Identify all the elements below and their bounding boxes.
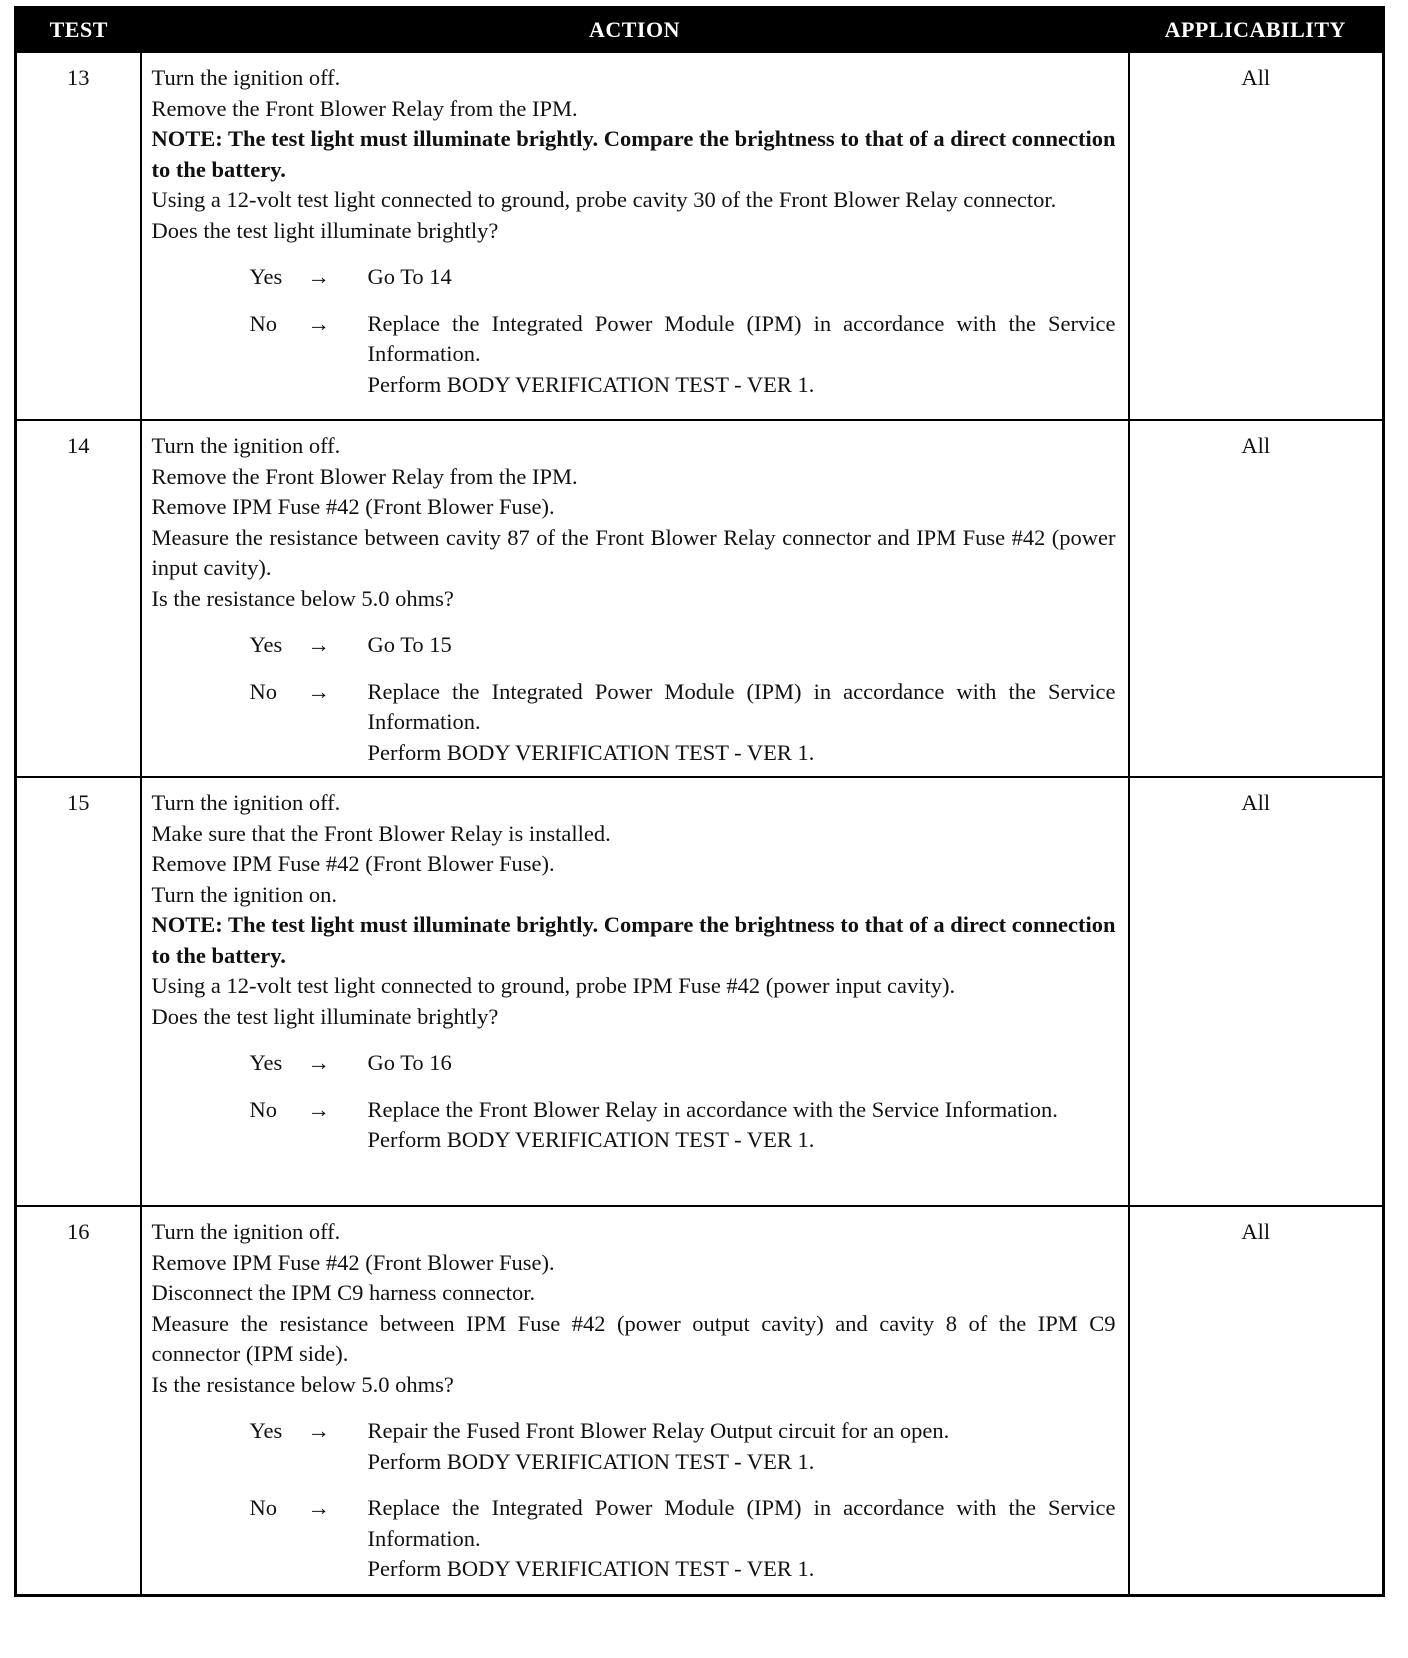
no-outcome: No → Replace the Integrated Power Module (…	[152, 1493, 1116, 1585]
arrow-icon: →	[307, 678, 331, 704]
step-text: Remove the Front Blower Relay from the I…	[151, 95, 578, 121]
arrow-icon: →	[307, 1495, 331, 1520]
arrow-icon: →	[307, 310, 331, 336]
step-text: Make sure that the Front Blower Relay is…	[151, 820, 611, 846]
step-text: Using a 12-volt test light connected to …	[151, 973, 956, 998]
applicability: All	[1127, 51, 1385, 421]
table-header: TEST ACTION APPLICABILITY	[15, 7, 1384, 52]
header-test: TEST	[15, 7, 141, 52]
applicability: All	[1127, 419, 1385, 778]
arrow-icon: →	[307, 1096, 331, 1122]
no-outcome: No → Replace the Integrated Power Module (…	[152, 309, 1116, 401]
yes-label: Yes	[249, 1418, 283, 1443]
no-result: Replace the Front Blower Relay in accord…	[368, 1095, 1116, 1156]
no-outcome: No → Replace the Front Blower Relay in acc…	[152, 1095, 1116, 1156]
yes-outcome: Yes → Repair the Fused Front Blower Relay …	[152, 1416, 1116, 1477]
arrow-icon: →	[307, 1418, 331, 1443]
header-action: ACTION	[140, 7, 1129, 52]
action-cell: Turn the ignition off. Remove the Front B…	[139, 51, 1130, 421]
step-text: Turn the ignition on.	[151, 881, 337, 907]
result-line: Replace the Front Blower Relay in accord…	[367, 1096, 1058, 1122]
step-text: Turn the ignition off.	[151, 1219, 341, 1244]
action-cell: Turn the ignition off. Remove IPM Fuse #4…	[139, 1205, 1130, 1596]
yes-label: Yes	[249, 264, 283, 289]
result-line: Perform BODY VERIFICATION TEST - VER 1.	[367, 1448, 815, 1474]
table-row: 15 Turn the ignition off. Make sure that t…	[14, 776, 1385, 1207]
result-line: Replace the Integrated Power Module (IPM…	[367, 678, 1116, 735]
step-text: Does the test light illuminate brightly?	[151, 217, 499, 243]
yes-result: Go To 16	[368, 1048, 1116, 1079]
step-text: Using a 12-volt test light connected to …	[151, 187, 1057, 212]
result-line: Perform BODY VERIFICATION TEST - VER 1.	[367, 371, 815, 397]
step-text: Does the test light illuminate brightly?	[151, 1003, 499, 1029]
result-line: Replace the Integrated Power Module (IPM…	[367, 310, 1116, 367]
note-text: NOTE: The test light must illuminate bri…	[151, 912, 1116, 968]
yes-result: Go To 14	[368, 262, 1116, 293]
action-cell: Turn the ignition off. Make sure that the…	[139, 776, 1130, 1207]
applicability: All	[1127, 1205, 1385, 1596]
test-number: 13	[14, 51, 142, 421]
step-text: Turn the ignition off.	[151, 433, 341, 458]
arrow-icon: →	[307, 264, 331, 289]
step-text: Turn the ignition off.	[151, 65, 341, 90]
no-outcome: No → Replace the Integrated Power Module (…	[152, 677, 1116, 769]
arrow-icon: →	[307, 632, 331, 657]
test-number: 15	[14, 776, 142, 1207]
diagnostic-test-table: TEST ACTION APPLICABILITY 13 Turn the ign…	[14, 6, 1385, 1597]
table-row: 16 Turn the ignition off. Remove IPM Fuse …	[14, 1205, 1385, 1596]
table-row: 14 Turn the ignition off. Remove the Front…	[14, 419, 1385, 778]
arrow-icon: →	[307, 1050, 331, 1075]
result-line: Perform BODY VERIFICATION TEST - VER 1.	[367, 739, 815, 765]
no-result: Replace the Integrated Power Module (IPM…	[368, 677, 1116, 769]
yes-result: Repair the Fused Front Blower Relay Outp…	[368, 1416, 1116, 1477]
yes-outcome: Yes → Go To 16	[152, 1048, 1116, 1079]
yes-outcome: Yes → Go To 14	[152, 262, 1116, 293]
no-label: No	[249, 1495, 278, 1520]
header-applicability: APPLICABILITY	[1128, 7, 1384, 52]
no-result: Replace the Integrated Power Module (IPM…	[368, 1493, 1116, 1585]
action-cell: Turn the ignition off. Remove the Front B…	[139, 419, 1130, 778]
step-text: Turn the ignition off.	[151, 790, 341, 815]
step-text: Is the resistance below 5.0 ohms?	[151, 585, 454, 611]
yes-result: Go To 15	[368, 630, 1116, 661]
result-line: Perform BODY VERIFICATION TEST - VER 1.	[367, 1556, 815, 1581]
step-text: Measure the resistance between IPM Fuse …	[151, 1310, 1116, 1367]
step-text: Remove IPM Fuse #42 (Front Blower Fuse).	[151, 851, 555, 876]
table-row: 13 Turn the ignition off. Remove the Front…	[14, 51, 1385, 421]
test-number: 16	[14, 1205, 142, 1596]
yes-label: Yes	[249, 1050, 283, 1075]
test-number: 14	[14, 419, 142, 778]
result-line: Go To 16	[367, 1050, 452, 1075]
no-label: No	[249, 310, 278, 336]
yes-label: Yes	[249, 632, 283, 657]
result-line: Repair the Fused Front Blower Relay Outp…	[367, 1418, 950, 1443]
yes-outcome: Yes → Go To 15	[152, 630, 1116, 661]
result-line: Go To 15	[367, 632, 452, 657]
no-label: No	[249, 678, 278, 704]
step-text: Remove the Front Blower Relay from the I…	[151, 463, 578, 489]
step-text: Measure the resistance between cavity 87…	[151, 524, 1116, 581]
note-text: NOTE: The test light must illuminate bri…	[151, 126, 1116, 182]
step-text: Disconnect the IPM C9 harness connector.	[151, 1280, 536, 1305]
no-result: Replace the Integrated Power Module (IPM…	[368, 309, 1116, 401]
step-text: Remove IPM Fuse #42 (Front Blower Fuse).	[151, 494, 555, 519]
step-text: Is the resistance below 5.0 ohms?	[151, 1371, 454, 1397]
applicability: All	[1127, 776, 1385, 1207]
result-line: Perform BODY VERIFICATION TEST - VER 1.	[367, 1127, 815, 1152]
step-text: Remove IPM Fuse #42 (Front Blower Fuse).	[151, 1249, 555, 1275]
result-line: Replace the Integrated Power Module (IPM…	[367, 1495, 1116, 1551]
result-line: Go To 14	[367, 264, 452, 289]
no-label: No	[249, 1096, 278, 1122]
